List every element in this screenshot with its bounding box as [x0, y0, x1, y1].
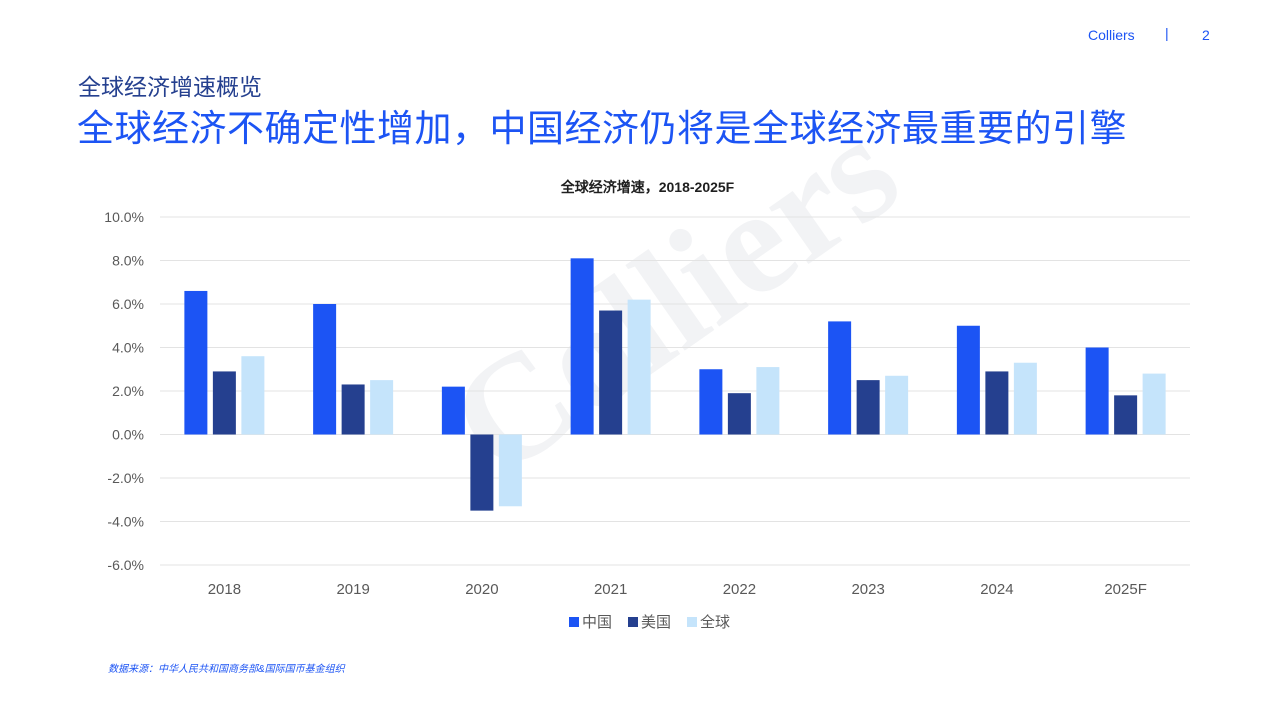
bar: [570, 258, 594, 435]
brand-logo-text: Colliers: [1088, 27, 1135, 43]
bar: [828, 321, 852, 435]
x-tick-label: 2020: [465, 581, 498, 598]
header-separator: |: [1165, 25, 1169, 41]
y-tick-label: 0.0%: [112, 427, 144, 443]
x-tick-label: 2023: [851, 581, 884, 598]
bar: [313, 304, 337, 435]
y-tick-label: 2.0%: [112, 383, 144, 399]
y-tick-label: 10.0%: [104, 209, 144, 225]
bar: [184, 290, 208, 435]
bar: [727, 393, 751, 435]
bar: [885, 375, 909, 435]
legend-label: 中国: [582, 613, 612, 631]
section-subtitle: 全球经济增速概览: [78, 74, 262, 100]
bar: [699, 369, 723, 435]
bar: [341, 384, 365, 435]
legend-swatch: [569, 617, 579, 627]
x-tick-label: 2018: [208, 581, 241, 598]
chart-title: 全球经济增速，2018-2025F: [560, 179, 735, 195]
y-tick-label: 4.0%: [112, 340, 144, 356]
bar: [856, 380, 880, 435]
bar: [756, 367, 780, 435]
page-number: 2: [1202, 27, 1210, 43]
bar: [985, 371, 1009, 435]
x-tick-label: 2019: [336, 581, 369, 598]
x-tick-label: 2024: [980, 581, 1013, 598]
legend-label: 全球: [700, 613, 730, 631]
bar: [212, 371, 236, 435]
bar: [370, 380, 394, 435]
y-tick-label: -4.0%: [107, 514, 144, 530]
bar: [498, 434, 522, 507]
page-headline: 全球经济不确定性增加，中国经济仍将是全球经济最重要的引擎: [77, 108, 1127, 149]
bar: [627, 299, 651, 435]
legend-swatch: [628, 617, 638, 627]
bar: [599, 310, 623, 435]
legend-label: 美国: [641, 613, 671, 631]
bar: [1085, 347, 1109, 435]
legend-swatch: [687, 617, 697, 627]
bar: [956, 325, 980, 435]
x-tick-label: 2025F: [1104, 581, 1147, 598]
y-tick-label: -6.0%: [107, 557, 144, 573]
y-tick-label: 8.0%: [112, 253, 144, 269]
bar: [441, 386, 465, 435]
x-tick-label: 2022: [723, 581, 756, 598]
x-tick-label: 2021: [594, 581, 627, 598]
bar: [241, 356, 265, 435]
bar: [470, 434, 494, 511]
bar: [1013, 362, 1037, 435]
y-tick-label: -2.0%: [107, 470, 144, 486]
bar: [1142, 373, 1166, 435]
bar: [1114, 395, 1138, 435]
y-tick-label: 6.0%: [112, 296, 144, 312]
data-source-note: 数据来源：中华人民共和国商务部&国际国币基金组织: [108, 664, 345, 675]
